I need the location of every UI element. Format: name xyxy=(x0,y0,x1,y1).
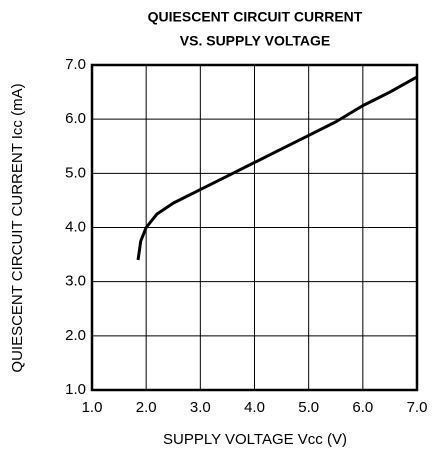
y-tick-label: 1.0 xyxy=(65,381,86,398)
y-tick-label: 3.0 xyxy=(65,273,86,290)
plot-frame xyxy=(90,63,419,392)
y-tick-label: 7.0 xyxy=(65,56,86,73)
x-tick-label: 1.0 xyxy=(82,399,103,416)
x-tick-label: 5.0 xyxy=(298,399,319,416)
y-tick-label: 2.0 xyxy=(65,327,86,344)
y-tick-label: 5.0 xyxy=(65,164,86,181)
y-tick-label: 6.0 xyxy=(65,110,86,127)
x-tick-label: 2.0 xyxy=(136,399,157,416)
x-tick-label: 7.0 xyxy=(407,399,428,416)
x-tick-label: 3.0 xyxy=(190,399,211,416)
data-line xyxy=(136,75,418,261)
x-tick-label: 4.0 xyxy=(244,399,265,416)
chart-title: QUIESCENT CIRCUIT CURRENT xyxy=(148,9,363,25)
x-tick-label: 6.0 xyxy=(352,399,373,416)
x-axis-label: SUPPLY VOLTAGE Vcc (V) xyxy=(163,431,347,448)
y-axis-label: QUIESCENT CIRCUIT CURRENT Icc (mA) xyxy=(9,83,26,372)
y-tick-label: 4.0 xyxy=(65,218,86,235)
chart-title: VS. SUPPLY VOLTAGE xyxy=(180,33,330,49)
